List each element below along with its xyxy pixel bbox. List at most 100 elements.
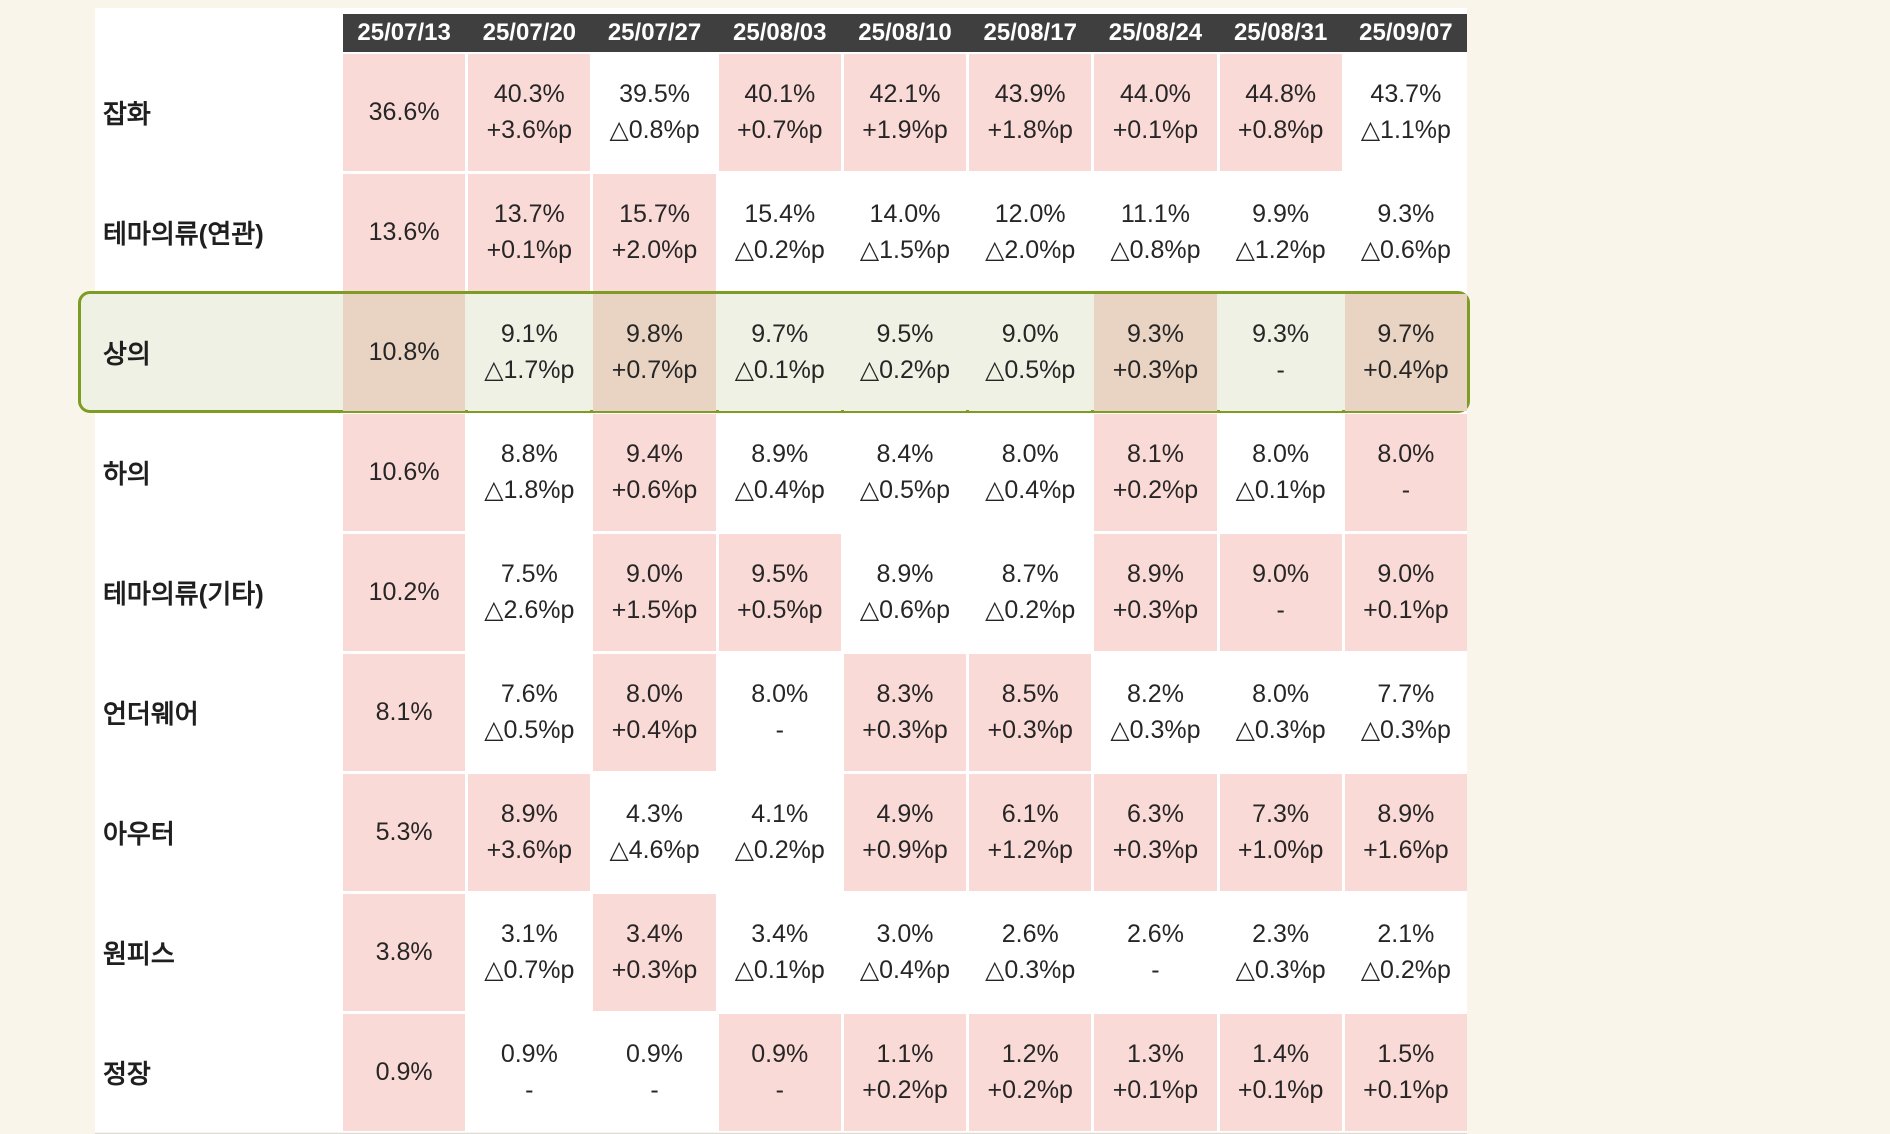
table-cell: 10.8% <box>343 294 466 411</box>
table-cell: 9.0% +1.5%p <box>593 534 716 651</box>
table-cell: 8.1% +0.2%p <box>1094 414 1217 531</box>
table-body: 잡화 36.6% 40.3% +3.6%p 39.5% △0.8%p 40.1% +0.7%p… <box>78 54 1470 1131</box>
table-cell: 9.0% - <box>1219 534 1342 651</box>
table-cell: 9.3% △0.6%p <box>1344 174 1467 291</box>
cell-value: 8.2% <box>1126 680 1184 708</box>
cell-change: △0.5%p <box>859 475 951 504</box>
cell-value: 8.0% <box>1252 440 1310 468</box>
cell-change: +0.3%p <box>1112 835 1199 864</box>
cell-change: △0.2%p <box>1360 955 1451 984</box>
table-cell: 10.2% <box>343 534 466 651</box>
cell-value: 3.8% <box>375 937 433 966</box>
cell-value: 8.4% <box>876 440 934 468</box>
cell-value: 44.0% <box>1119 80 1191 108</box>
cell-change: +0.2%p <box>987 1075 1073 1104</box>
cell-value: 9.0% <box>626 560 684 588</box>
cell-value: 8.7% <box>1001 560 1059 588</box>
table-cell: 1.5% +0.1%p <box>1344 1014 1467 1131</box>
table-cell: 13.6% <box>343 174 466 291</box>
table-cell: 8.0% △0.4%p <box>969 414 1092 531</box>
cell-value: 2.1% <box>1377 920 1435 948</box>
cell-change: +0.1%p <box>1237 1075 1324 1104</box>
cell-value: 9.4% <box>626 440 684 468</box>
cell-change: △0.1%p <box>734 955 825 984</box>
cell-change: △0.1%p <box>1235 475 1326 504</box>
cell-value: 8.1% <box>375 697 433 726</box>
cell-value: 8.9% <box>1126 560 1184 588</box>
cell-value: 8.9% <box>1377 800 1435 828</box>
table-cell: 9.5% △0.2%p <box>843 294 967 411</box>
cell-value: 7.7% <box>1377 680 1435 708</box>
cell-change: +0.9%p <box>862 835 948 864</box>
cell-change: △1.5%p <box>859 235 951 264</box>
cell-change: - <box>1276 355 1285 384</box>
cell-value: 39.5% <box>619 80 690 108</box>
cell-change: △1.7%p <box>484 355 575 384</box>
table-row: 아우터 5.3% 8.9% +3.6%p 4.3% △4.6%p 4.1% △0.2%p 4.9… <box>95 774 1467 891</box>
table-panel: 25/07/13 25/07/20 25/07/27 25/08/03 25/08/10… <box>78 8 1470 1134</box>
column-header: 25/08/31 <box>1233 19 1328 46</box>
cell-change: △0.3%p <box>1110 715 1201 744</box>
table-cell: 9.8% +0.7%p <box>593 294 716 411</box>
cell-value: 4.9% <box>876 800 934 828</box>
table-cell: 0.9% <box>343 1014 466 1131</box>
table-row: 정장 0.9% 0.9% - 0.9% - 0.9% - 1.1% +0.2%p 1.2% +0.2%… <box>95 1014 1467 1131</box>
table-row: 테마의류(연관) 13.6% 13.7% +0.1%p 15.7% +2.0%p 15.4%… <box>95 174 1467 291</box>
table-cell: 1.2% +0.2%p <box>969 1014 1092 1131</box>
table-row: 하의 10.6% 8.8% △1.8%p 9.4% +0.6%p 8.9% △0.4%p 8.4… <box>95 414 1467 531</box>
column-header: 25/08/10 <box>858 19 952 46</box>
cell-value: 9.9% <box>1252 200 1310 228</box>
table-cell: 9.3% - <box>1219 294 1342 411</box>
table-cell: 9.1% △1.7%p <box>468 294 591 411</box>
cell-change: △0.7%p <box>484 955 575 984</box>
table-cell: 14.0% △1.5%p <box>843 174 967 291</box>
cell-value: 12.0% <box>994 200 1066 228</box>
table-row: 잡화 36.6% 40.3% +3.6%p 39.5% △0.8%p 40.1% +0.7%p… <box>95 54 1467 171</box>
table-cell: 9.9% △1.2%p <box>1219 174 1342 291</box>
cell-value: 0.9% <box>751 1040 809 1068</box>
cell-value: 8.0% <box>751 680 809 708</box>
cell-change: △0.2%p <box>985 595 1076 624</box>
table-cell: 2.6% △0.3%p <box>969 894 1092 1011</box>
cell-value: 1.1% <box>876 1040 934 1068</box>
cell-value: 5.3% <box>375 817 433 846</box>
cell-change: +3.6%p <box>486 835 573 864</box>
cell-value: 36.6% <box>368 97 440 126</box>
table-cell: 3.0% △0.4%p <box>843 894 967 1011</box>
cell-change: △0.6%p <box>1360 235 1451 264</box>
cell-change: △0.8%p <box>1110 235 1201 264</box>
cell-value: 8.1% <box>1126 440 1184 468</box>
cell-value: 9.5% <box>751 560 809 588</box>
column-header: 25/07/13 <box>357 19 451 46</box>
cell-value: 10.2% <box>368 577 440 606</box>
cell-value: 13.6% <box>368 217 440 246</box>
cell-value: 1.3% <box>1126 1040 1184 1068</box>
cell-change: +0.1%p <box>1363 1075 1449 1104</box>
table-cell: 3.1% △0.7%p <box>468 894 591 1011</box>
table-cell: 12.0% △2.0%p <box>969 174 1092 291</box>
cell-change: +1.6%p <box>1363 835 1449 864</box>
cell-change: △2.6%p <box>484 595 575 624</box>
cell-value: 44.8% <box>1245 80 1317 108</box>
table-cell: 8.0% - <box>718 654 841 771</box>
table-cell: 8.3% +0.3%p <box>843 654 967 771</box>
table-cell: 44.8% +0.8%p <box>1219 54 1342 171</box>
cell-change: △0.3%p <box>1235 955 1326 984</box>
table-cell: 8.7% △0.2%p <box>969 534 1092 651</box>
table-cell: 43.9% +1.8%p <box>969 54 1092 171</box>
cell-change: △0.1%p <box>734 355 825 384</box>
cell-change: △0.5%p <box>985 355 1076 384</box>
table-cell: 42.1% +1.9%p <box>843 54 967 171</box>
table-cell: 6.3% +0.3%p <box>1094 774 1217 891</box>
cell-change: +0.3%p <box>987 715 1073 744</box>
table-cell: 10.6% <box>343 414 466 531</box>
cell-change: - <box>525 1075 534 1104</box>
cell-value: 7.5% <box>500 560 558 588</box>
table-cell: 44.0% +0.1%p <box>1094 54 1217 171</box>
cell-change: +1.9%p <box>862 115 948 144</box>
cell-change: △0.2%p <box>734 235 825 264</box>
cell-value: 43.9% <box>994 80 1066 108</box>
table-cell: 2.6% - <box>1094 894 1217 1011</box>
cell-value: 6.3% <box>1126 800 1184 828</box>
